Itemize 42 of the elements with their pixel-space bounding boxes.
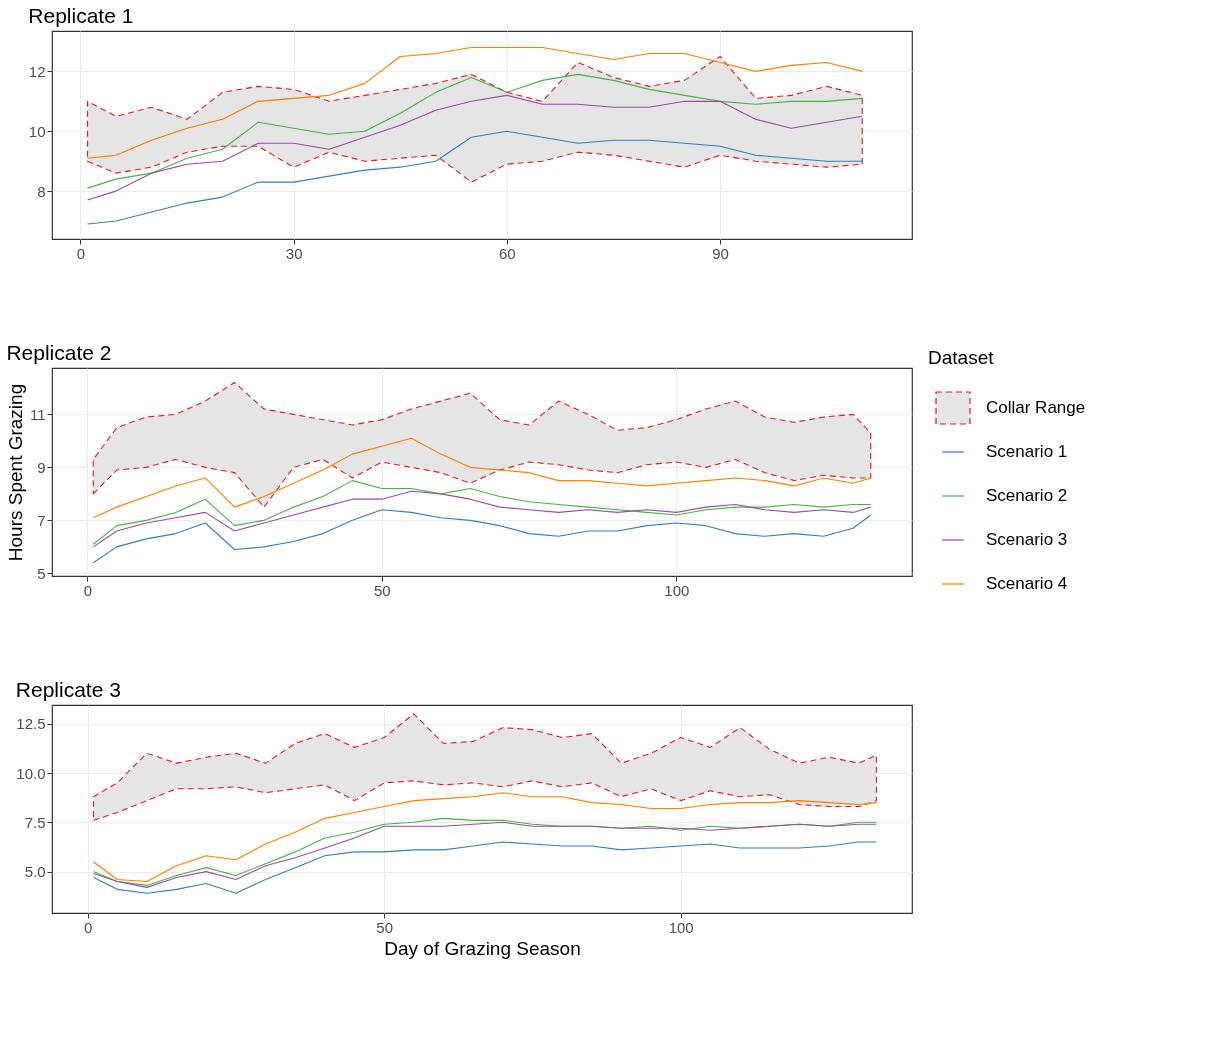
line-series <box>86 46 863 159</box>
x-axis-title: Day of Grazing Season <box>384 937 581 959</box>
line-series <box>92 841 877 894</box>
y-tick-label: 10.0 <box>16 764 46 782</box>
line-series <box>92 437 872 519</box>
line-series <box>86 94 863 201</box>
legend-label: Collar Range <box>986 398 1086 417</box>
chart-title: Replicate 3 <box>15 678 121 701</box>
x-tick-label: 100 <box>664 581 690 599</box>
x-tick-label: 60 <box>499 244 516 262</box>
legend-title: Dataset <box>928 347 995 368</box>
x-tick-label: 90 <box>712 244 729 262</box>
y-axis-title: Hours Spent Grazing <box>4 383 26 562</box>
y-tick-label: 9 <box>37 458 46 476</box>
x-tick-label: 0 <box>76 244 86 262</box>
x-tick-label: 50 <box>376 918 393 936</box>
y-tick-label: 8 <box>37 182 46 200</box>
x-tick-label: 0 <box>83 581 93 599</box>
line-series <box>92 490 872 548</box>
legend-label: Scenario 4 <box>986 574 1068 593</box>
y-tick-label: 12 <box>28 62 46 80</box>
x-tick-label: 100 <box>668 918 694 936</box>
line-series <box>92 509 872 564</box>
chart-title: Replicate 2 <box>6 341 112 364</box>
y-tick-label: 11 <box>29 405 46 423</box>
x-tick-label: 0 <box>83 918 93 936</box>
y-tick-label: 5.0 <box>24 863 46 881</box>
legend-label: Scenario 1 <box>986 442 1068 461</box>
y-tick-label: 7.5 <box>24 813 46 831</box>
line-series <box>86 73 863 189</box>
y-tick-label: 7 <box>37 511 46 529</box>
x-tick-label: 50 <box>374 581 391 599</box>
legend-label: Scenario 2 <box>986 486 1068 505</box>
y-tick-label: 5 <box>37 564 46 582</box>
chart-title: Replicate 1 <box>28 4 134 27</box>
y-tick-label: 12.5 <box>16 715 46 733</box>
line-series <box>92 480 872 545</box>
x-tick-label: 30 <box>285 244 303 262</box>
line-series <box>86 130 863 225</box>
legend-label: Scenario 3 <box>986 530 1068 549</box>
y-tick-label: 10 <box>28 122 46 140</box>
line-series <box>92 792 877 883</box>
